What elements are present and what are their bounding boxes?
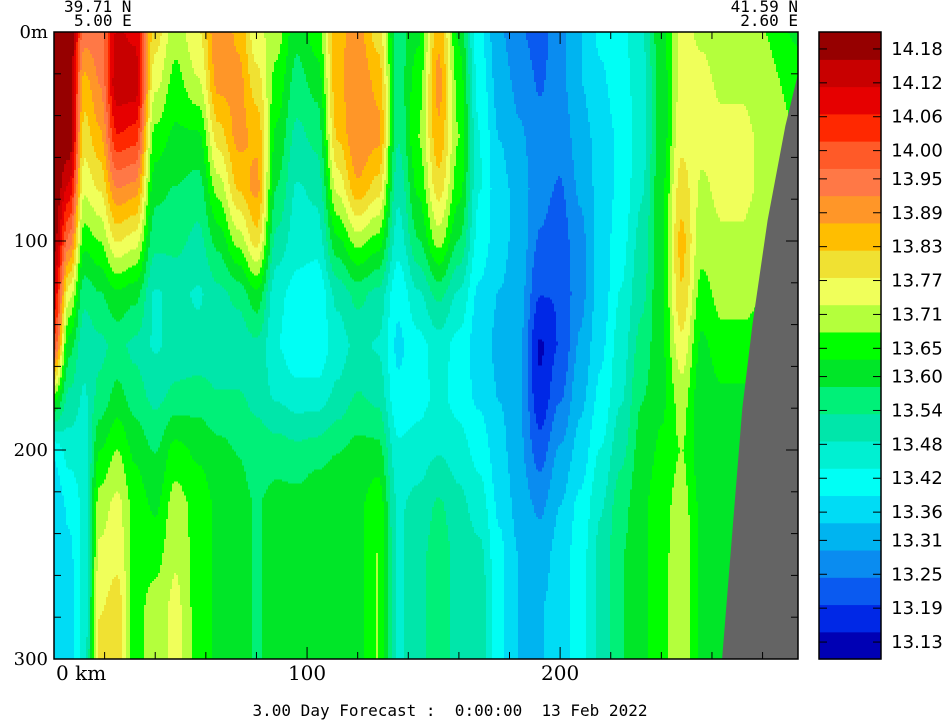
- colorbar-swatch: [819, 32, 881, 60]
- colorbar-swatch: [819, 304, 881, 333]
- colorbar: 14.18 14.12 14.06 14.00 13.95 13.89 13.83 13.77…: [818, 31, 943, 660]
- colorbar-swatch: [819, 141, 881, 169]
- land-mask: [722, 32, 798, 659]
- x-tick-label: 100: [288, 661, 326, 685]
- colorbar-swatch: [819, 468, 881, 497]
- colorbar-swatch: [819, 522, 881, 551]
- x-tick-label: 200: [541, 661, 579, 685]
- colorbar-label: 14.00: [891, 141, 943, 162]
- corner-right-lat: 41.59 N: [731, 0, 798, 16]
- colorbar-label: 14.18: [891, 39, 943, 60]
- colorbar-label: 14.12: [891, 73, 943, 94]
- colorbar-label: 13.36: [891, 502, 943, 523]
- colorbar-labels: 14.18 14.12 14.06 14.00 13.95 13.89 13.83 13.77…: [819, 39, 943, 653]
- plot-frame: [53, 31, 799, 660]
- colorbar-label: 13.42: [891, 468, 943, 489]
- colorbar-label: 13.65: [891, 338, 943, 359]
- colorbar-label: 13.60: [891, 367, 943, 388]
- plot-area: [53, 31, 799, 660]
- y-tick-label: 300: [14, 649, 48, 670]
- minor-ticks: [53, 31, 798, 660]
- colorbar-swatch: [819, 413, 881, 442]
- colorbar-swatch: [819, 331, 881, 360]
- colorbar-swatch: [819, 604, 881, 633]
- x-tick-label: 0 km: [56, 661, 106, 685]
- colorbar-swatch: [819, 386, 881, 415]
- colorbar-swatch: [819, 277, 881, 306]
- colorbar-swatch: [819, 86, 881, 115]
- colorbar-label: 13.89: [891, 203, 943, 224]
- colorbar-swatch: [819, 168, 881, 197]
- colorbar-swatch: [819, 495, 881, 524]
- colorbar-swatch: [819, 577, 881, 606]
- corner-right-lon: 2.60 E: [740, 11, 798, 30]
- colorbar-swatch: [819, 222, 881, 251]
- colorbar-swatch: [819, 359, 881, 387]
- colorbar-label: 13.95: [891, 169, 943, 190]
- colorbar-swatch: [819, 250, 881, 278]
- colorbar-swatch: [819, 440, 881, 469]
- colorbar-swatch: [819, 59, 881, 88]
- y-tick-label: 100: [14, 231, 48, 252]
- colorbar-swatch: [819, 195, 881, 224]
- colorbar-label: 13.48: [891, 434, 943, 455]
- colorbar-label: 13.13: [891, 632, 943, 653]
- colorbar-swatch: [819, 549, 881, 578]
- colorbar-swatches: [819, 32, 881, 660]
- corner-left-lat: 39.71 N: [64, 0, 131, 16]
- colorbar-label: 13.19: [891, 598, 943, 619]
- colorbar-label: 13.83: [891, 237, 943, 258]
- colorbar-label: 13.77: [891, 271, 943, 292]
- x-axis-tick-labels: 0 km 100 200: [56, 661, 579, 685]
- colorbar-label: 14.06: [891, 107, 943, 128]
- y-axis-tick-labels: 0m 100 200 300: [14, 22, 48, 670]
- y-tick-label: 0m: [19, 22, 48, 43]
- colorbar-frame: [818, 31, 882, 660]
- colorbar-label: 13.25: [891, 564, 943, 585]
- colorbar-swatch: [819, 113, 881, 142]
- y-tick-label: 200: [14, 440, 48, 461]
- colorbar-label: 13.71: [891, 304, 943, 325]
- colorbar-swatch: [819, 631, 881, 660]
- colorbar-label: 13.31: [891, 530, 943, 551]
- colorbar-label: 13.54: [891, 400, 943, 421]
- forecast-title: 3.00 Day Forecast : 0:00:00 13 Feb 2022: [253, 701, 648, 720]
- temperature-field: [54, 32, 798, 659]
- corner-left-lon: 5.00 E: [74, 11, 132, 30]
